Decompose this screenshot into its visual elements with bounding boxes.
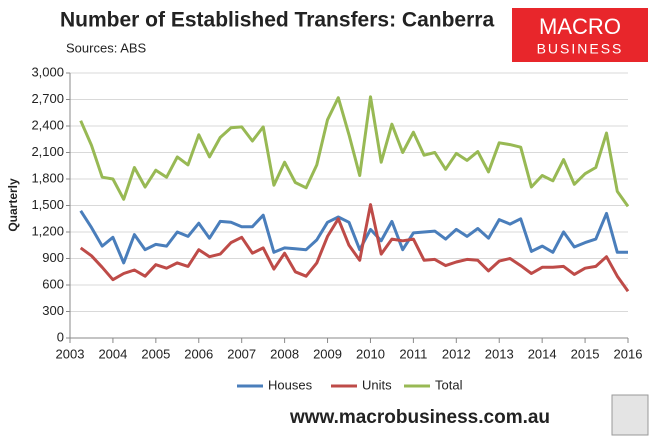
y-tick-label: 3,000 (31, 64, 64, 79)
source: Sources: ABS (66, 40, 147, 55)
x-tick-label: 2009 (313, 346, 342, 361)
y-tick-label: 900 (42, 250, 64, 265)
y-tick-label: 0 (57, 329, 64, 344)
x-tick-label: 2007 (227, 346, 256, 361)
y-tick-label: 600 (42, 276, 64, 291)
y-axis-label: Quarterly (6, 178, 20, 232)
x-tick-label: 2008 (270, 346, 299, 361)
y-tick-label: 1,500 (31, 197, 64, 212)
legend-label: Total (435, 377, 463, 392)
x-tick-label: 2011 (399, 346, 427, 361)
y-tick-label: 2,100 (31, 144, 64, 159)
line-series (79, 95, 630, 208)
legend-label: Houses (268, 377, 313, 392)
x-tick-label: 2012 (442, 346, 471, 361)
logo-text: MACRO (539, 14, 621, 39)
logo-text: BUSINESS (537, 41, 624, 57)
y-tick-label: 2,700 (31, 91, 64, 106)
x-tick-label: 2015 (571, 346, 600, 361)
x-tick-label: 2016 (614, 346, 643, 361)
chart-title: Number of Established Transfers: Canberr… (60, 9, 494, 32)
x-tick-label: 2005 (141, 346, 170, 361)
logo-icon (611, 394, 649, 436)
y-tick-label: 300 (42, 303, 64, 318)
x-tick-label: 2003 (56, 346, 85, 361)
line-series (79, 209, 628, 265)
x-tick-label: 2014 (528, 346, 557, 361)
x-tick-label: 2006 (184, 346, 213, 361)
y-tick-label: 1,200 (31, 223, 64, 238)
x-tick-label: 2013 (485, 346, 514, 361)
legend-label: Units (362, 377, 392, 392)
logo-box (512, 8, 648, 62)
footer: www.macrobusiness.com.au (289, 407, 550, 428)
x-tick-label: 2004 (98, 346, 127, 361)
y-tick-label: 2,400 (31, 117, 64, 132)
line-series (79, 203, 630, 293)
y-tick-label: 1,800 (31, 170, 64, 185)
x-tick-label: 2010 (356, 346, 385, 361)
